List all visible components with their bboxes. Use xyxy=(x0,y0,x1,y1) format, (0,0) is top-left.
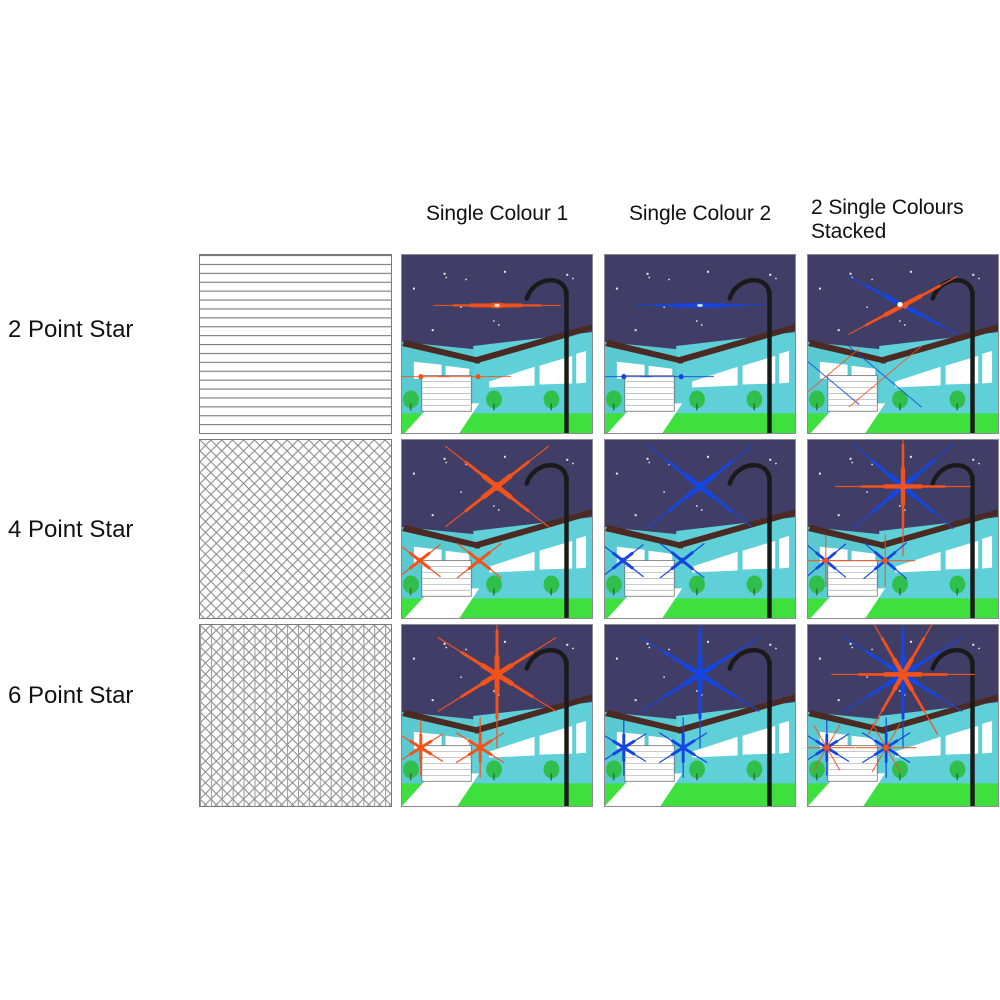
star-burst-ground-right xyxy=(854,534,916,587)
star-burst-ground-right xyxy=(456,717,505,778)
star-burst-ground-right xyxy=(456,543,502,579)
column-header-single-colour-2: Single Colour 2 xyxy=(628,202,772,225)
star-burst-ground-left xyxy=(402,544,441,578)
star-burst-sky xyxy=(640,625,760,749)
star-burst-sky xyxy=(636,302,764,309)
scene-6point-stacked xyxy=(807,624,999,807)
cross-hatch-icon xyxy=(200,440,391,618)
star-burst-sky xyxy=(647,445,753,528)
column-header-single-colour-1: Single Colour 1 xyxy=(425,202,569,225)
star-burst-sky xyxy=(848,276,958,335)
star-burst-ground-left xyxy=(808,348,860,406)
star-burst-ground-right xyxy=(640,374,714,380)
star-burst-ground-right xyxy=(659,717,708,778)
triple-cross-hatch-icon xyxy=(200,625,391,806)
star-burst-sky xyxy=(433,302,561,309)
scene-4point-colour2 xyxy=(604,439,796,619)
scene-4point-stacked xyxy=(807,439,999,619)
star-burst-ground-right xyxy=(848,345,922,408)
scene-2point-stacked xyxy=(807,254,999,434)
scene-2point-colour1 xyxy=(401,254,593,434)
star-burst-ground-left xyxy=(402,719,444,776)
star-burst-ground-right xyxy=(659,543,705,579)
pattern-swatch-triple-cross-hatch xyxy=(199,624,392,807)
column-header-two-single-colours-stacked: 2 Single Colours Stacked xyxy=(811,196,964,243)
star-burst-ground-left xyxy=(808,534,855,587)
star-burst-ground-left xyxy=(605,544,644,578)
star-burst-ground-left xyxy=(808,719,856,776)
star-burst-sky xyxy=(444,445,550,528)
row-label-2-point-star: 2 Point Star xyxy=(8,316,134,343)
horizontal-lines-icon xyxy=(200,255,391,433)
star-burst-ground-left xyxy=(605,719,647,776)
scene-6point-colour1 xyxy=(401,624,593,807)
scene-4point-colour1 xyxy=(401,439,593,619)
row-label-4-point-star: 4 Point Star xyxy=(8,516,134,543)
pattern-swatch-horizontal-lines xyxy=(199,254,392,434)
star-burst-sky xyxy=(831,625,975,749)
star-burst-ground-right xyxy=(437,374,511,380)
pattern-swatch-diagonal-cross-hatch xyxy=(199,439,392,619)
star-burst-ground-right xyxy=(855,717,917,778)
star-burst-sky xyxy=(835,440,971,557)
scene-6point-colour2 xyxy=(604,624,796,807)
star-burst-sky xyxy=(437,625,557,749)
scene-2point-colour2 xyxy=(604,254,796,434)
row-label-6-point-star: 6 Point Star xyxy=(8,682,134,709)
